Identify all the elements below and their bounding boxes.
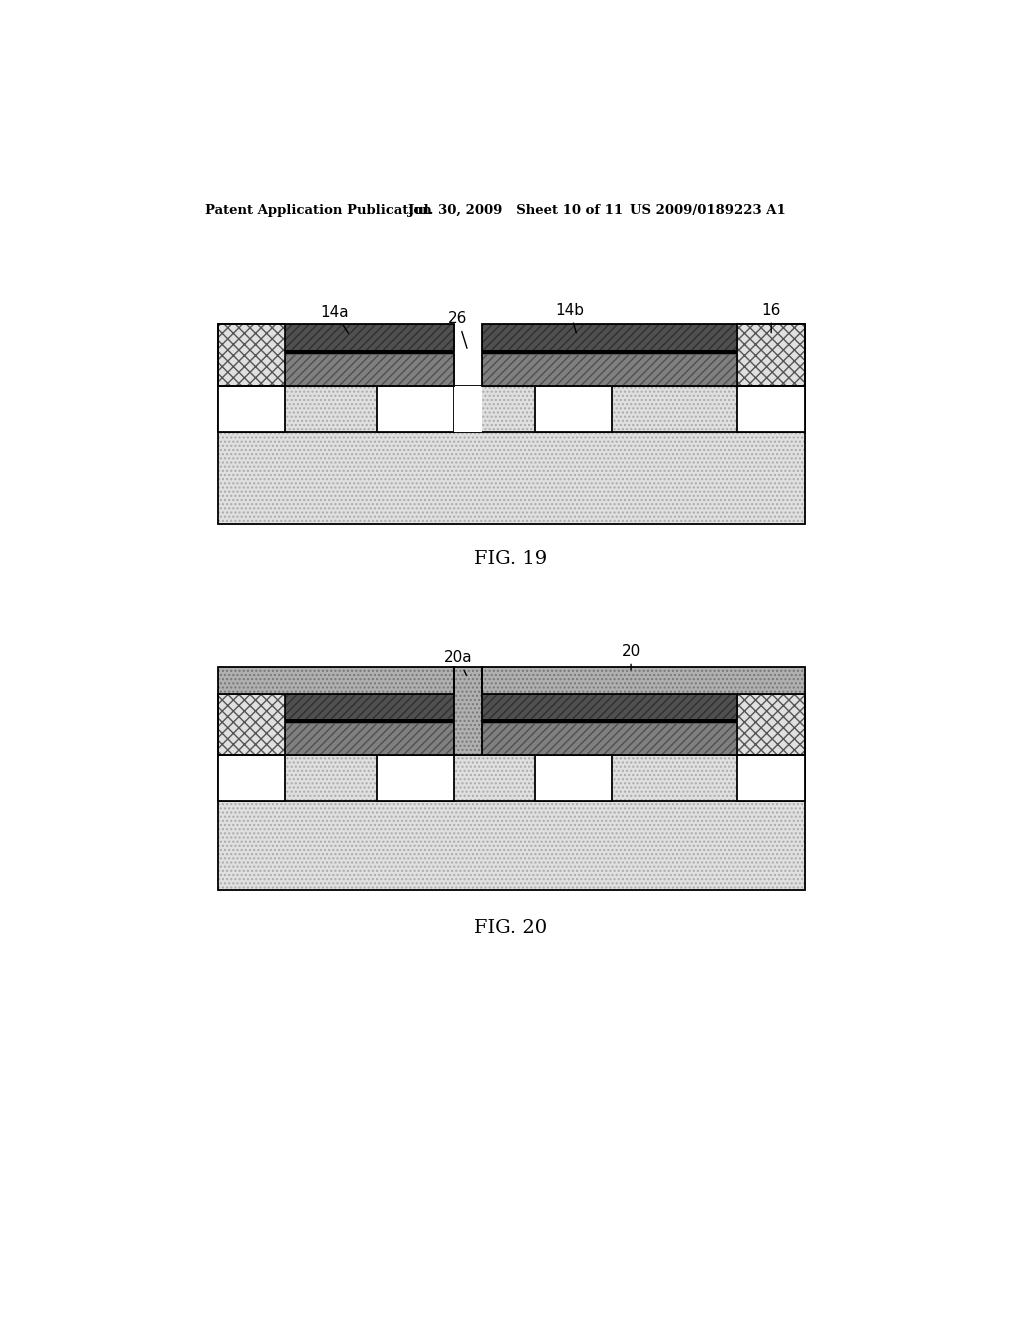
Bar: [737, 755, 805, 801]
Bar: [217, 755, 286, 801]
Bar: [286, 350, 454, 354]
Bar: [217, 323, 286, 385]
Text: 14b: 14b: [555, 302, 584, 333]
Bar: [482, 723, 737, 755]
Text: 14a: 14a: [321, 305, 349, 333]
Bar: [482, 350, 737, 354]
Bar: [217, 432, 805, 524]
Bar: [286, 354, 454, 385]
Bar: [535, 755, 611, 801]
Bar: [286, 723, 454, 755]
Bar: [482, 667, 805, 693]
Bar: [454, 667, 482, 755]
Bar: [482, 719, 737, 723]
Text: 16: 16: [762, 302, 781, 333]
Bar: [482, 323, 805, 385]
Bar: [482, 693, 805, 755]
Bar: [454, 385, 482, 432]
Bar: [737, 693, 805, 755]
Bar: [737, 385, 805, 432]
Bar: [217, 755, 805, 801]
Bar: [286, 354, 454, 385]
Bar: [217, 801, 805, 890]
Bar: [482, 667, 805, 693]
Bar: [217, 385, 286, 432]
Bar: [217, 432, 805, 524]
Bar: [217, 385, 805, 432]
Bar: [217, 432, 805, 524]
Bar: [217, 755, 805, 801]
Bar: [737, 323, 805, 385]
Bar: [482, 323, 737, 350]
Bar: [737, 693, 805, 755]
Bar: [286, 719, 454, 723]
Bar: [286, 693, 454, 719]
Bar: [482, 323, 737, 350]
Bar: [217, 801, 805, 890]
Bar: [454, 667, 482, 755]
Bar: [217, 693, 286, 755]
Bar: [286, 723, 454, 755]
Bar: [482, 723, 737, 755]
Bar: [286, 693, 454, 719]
Text: US 2009/0189223 A1: US 2009/0189223 A1: [630, 205, 785, 218]
Bar: [217, 667, 454, 693]
Bar: [737, 693, 805, 755]
Bar: [377, 385, 454, 432]
Bar: [482, 354, 737, 385]
Bar: [217, 385, 805, 432]
Bar: [217, 323, 286, 385]
Bar: [217, 693, 286, 755]
Bar: [286, 323, 454, 350]
Bar: [737, 323, 805, 385]
Bar: [737, 323, 805, 385]
Text: Jul. 30, 2009   Sheet 10 of 11: Jul. 30, 2009 Sheet 10 of 11: [408, 205, 623, 218]
Bar: [482, 693, 737, 719]
Bar: [454, 667, 482, 755]
Bar: [535, 385, 611, 432]
Bar: [217, 693, 286, 755]
Bar: [482, 667, 805, 693]
Bar: [217, 801, 805, 890]
Bar: [217, 667, 454, 693]
Bar: [217, 693, 454, 755]
Text: 26: 26: [449, 312, 468, 348]
Text: Patent Application Publication: Patent Application Publication: [205, 205, 432, 218]
Text: FIG. 19: FIG. 19: [474, 550, 548, 568]
Bar: [482, 693, 737, 719]
Text: FIG. 20: FIG. 20: [474, 920, 548, 937]
Bar: [217, 323, 286, 385]
Text: 20a: 20a: [443, 649, 472, 676]
Text: 20: 20: [622, 644, 641, 671]
Bar: [482, 354, 737, 385]
Bar: [377, 755, 454, 801]
Bar: [286, 323, 454, 350]
Bar: [217, 667, 454, 693]
Bar: [217, 323, 454, 385]
